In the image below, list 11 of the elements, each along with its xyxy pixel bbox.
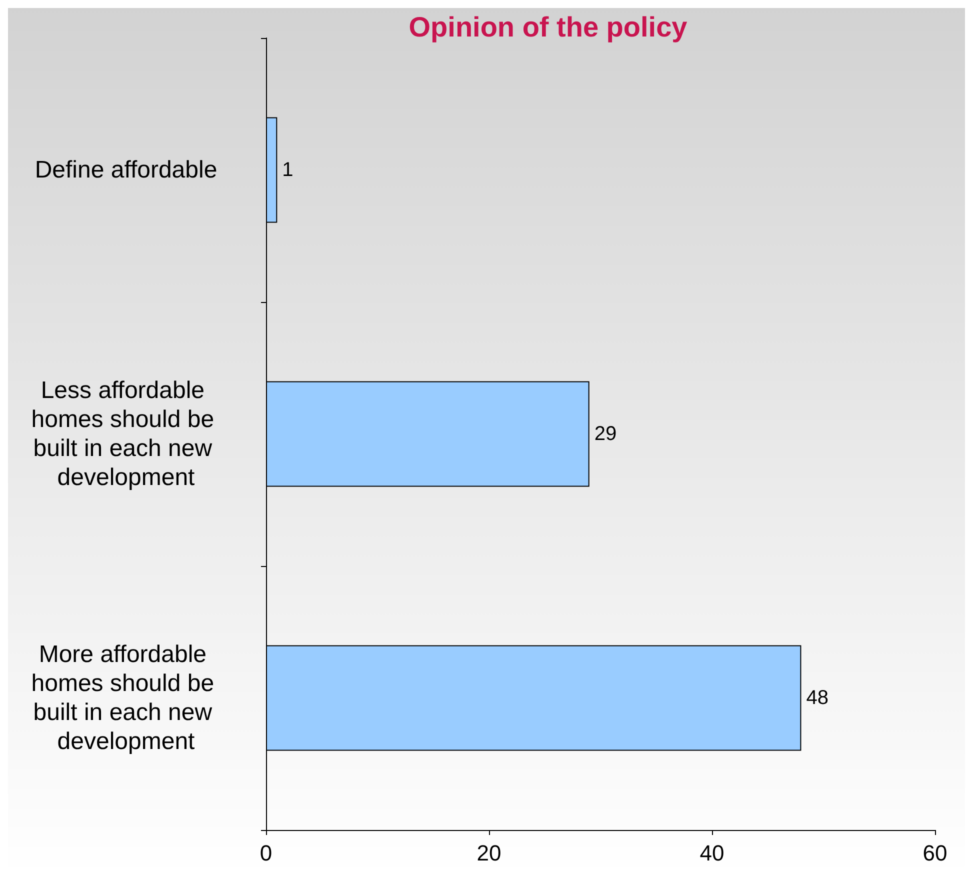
y-tick-label: More affordable homes should be built in each new development [31, 641, 221, 755]
data-label: 1 [282, 159, 294, 181]
data-label: 48 [806, 687, 828, 709]
x-tick-label: 40 [700, 840, 724, 866]
x-tick-label: 20 [476, 840, 502, 866]
x-tick-label: 0 [260, 840, 272, 866]
y-tick-label: Define affordable [34, 156, 218, 184]
y-tick-label: Less affordable homes should be built in each new development [31, 377, 221, 491]
data-label: 29 [594, 423, 617, 445]
x-tick-label: 60 [922, 840, 948, 866]
chart-title: Opinion of the policy [408, 12, 688, 42]
